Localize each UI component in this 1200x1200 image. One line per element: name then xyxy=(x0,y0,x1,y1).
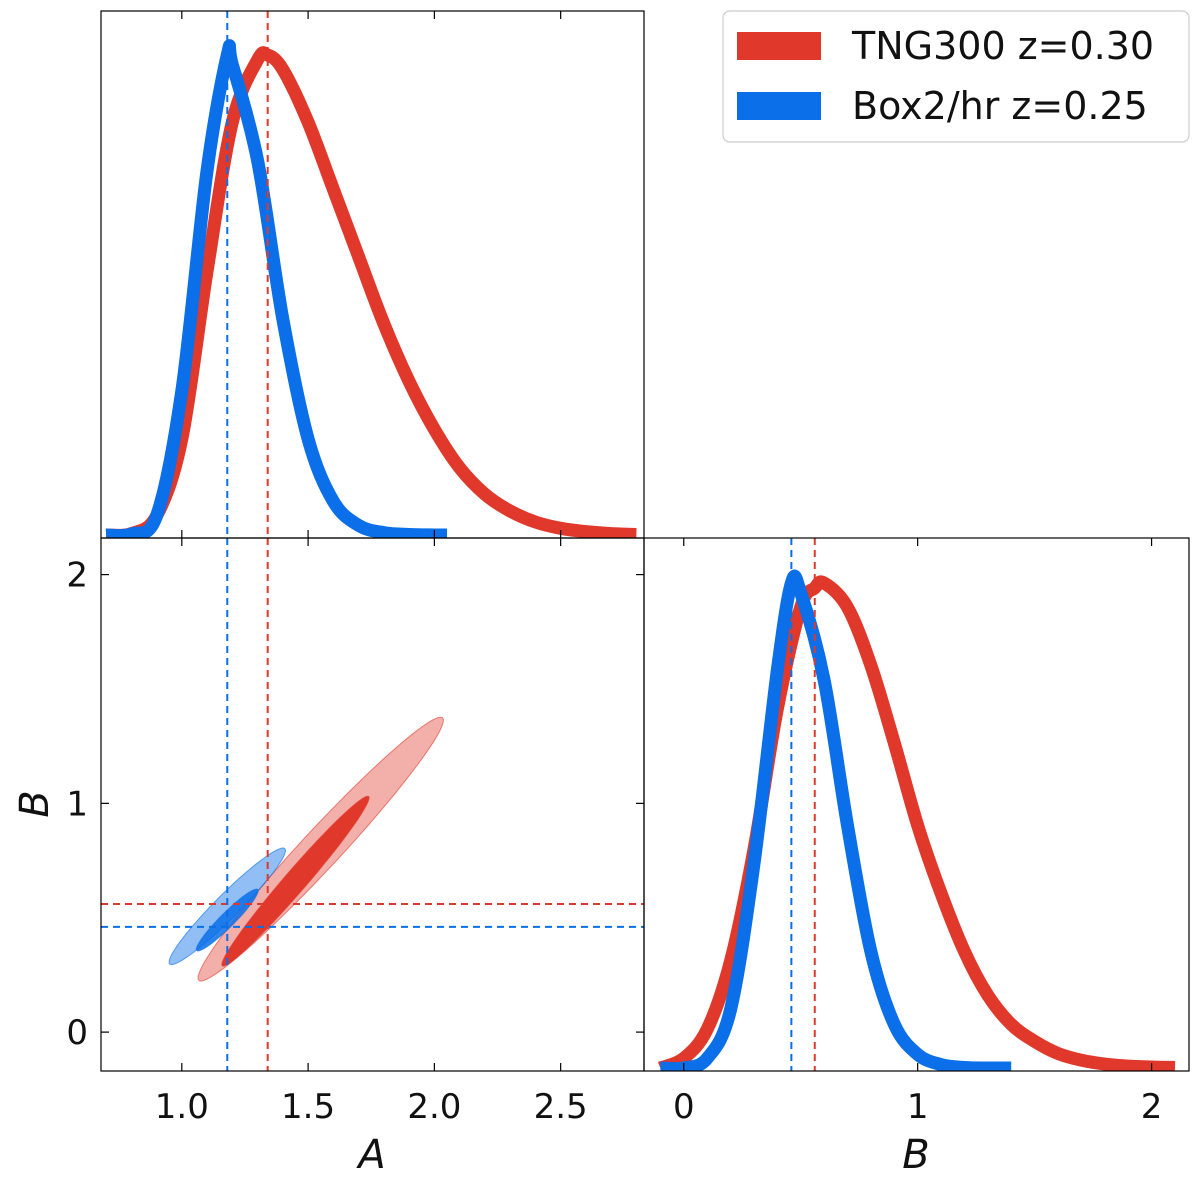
legend-swatch-tng300 xyxy=(737,32,821,60)
joint-xtick-label-2: 2.0 xyxy=(407,1087,461,1127)
contour-box2hr-2sigma xyxy=(168,847,287,965)
contour-box2hr-1sigma xyxy=(195,888,259,952)
joint-ytick-label-2: 2 xyxy=(66,556,88,596)
marginal-a-curve-tng300 xyxy=(105,46,637,538)
marginal-a-curve-box2hr xyxy=(105,39,448,538)
panel-b-marginal: 0 1 2 B xyxy=(643,537,1190,1178)
legend-swatch-box2hr xyxy=(737,92,821,120)
x-axis-label-b: B xyxy=(902,1132,929,1178)
y-axis-label-b: B xyxy=(12,790,58,817)
joint-xtick-label-0: 1.0 xyxy=(155,1087,209,1127)
marginal-b-curve-box2hr xyxy=(660,569,1012,1071)
joint-xtick-label-1: 1.5 xyxy=(281,1087,335,1127)
panel-a-marginal xyxy=(100,10,645,539)
legend: TNG300 z=0.30 Box2/hr z=0.25 xyxy=(722,10,1190,143)
joint-ytick-label-0: 0 xyxy=(66,1013,88,1053)
contour-tng300-1sigma xyxy=(221,795,370,967)
right-xtick-label-1: 1 xyxy=(907,1087,929,1127)
panel-joint: 1.0 1.5 2.0 2.5 0 1 2 A B xyxy=(12,537,645,1178)
legend-label-tng300: TNG300 z=0.30 xyxy=(851,24,1154,68)
joint-ytick-label-1: 1 xyxy=(66,784,88,824)
joint-xtick-label-3: 2.5 xyxy=(534,1087,588,1127)
right-xtick-label-0: 0 xyxy=(673,1087,695,1127)
x-axis-label-a: A xyxy=(355,1132,385,1178)
legend-label-box2hr: Box2/hr z=0.25 xyxy=(852,84,1148,128)
legend-box xyxy=(722,10,1190,143)
panel-b-frame xyxy=(643,537,1190,1072)
right-xtick-label-2: 2 xyxy=(1141,1087,1163,1127)
